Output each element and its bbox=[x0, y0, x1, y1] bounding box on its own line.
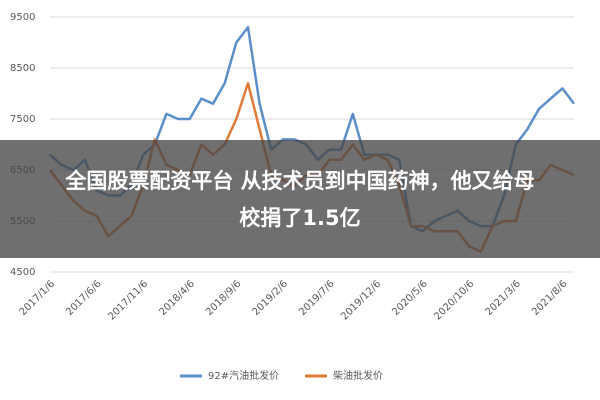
y-tick-label: 7500 bbox=[10, 114, 35, 125]
banner-text: 全国股票配资平台 从技术员到中国药神，他又给母 bbox=[64, 169, 534, 193]
y-tick-label: 9500 bbox=[10, 12, 35, 23]
banner bbox=[0, 140, 600, 258]
y-tick-label: 8500 bbox=[10, 63, 35, 74]
legend-label: 柴油批发价 bbox=[333, 369, 383, 382]
banner-text: 校捐了1.5亿 bbox=[239, 206, 360, 230]
legend-label: 92#汽油批发价 bbox=[208, 369, 279, 382]
y-tick-label: 4500 bbox=[10, 267, 35, 278]
